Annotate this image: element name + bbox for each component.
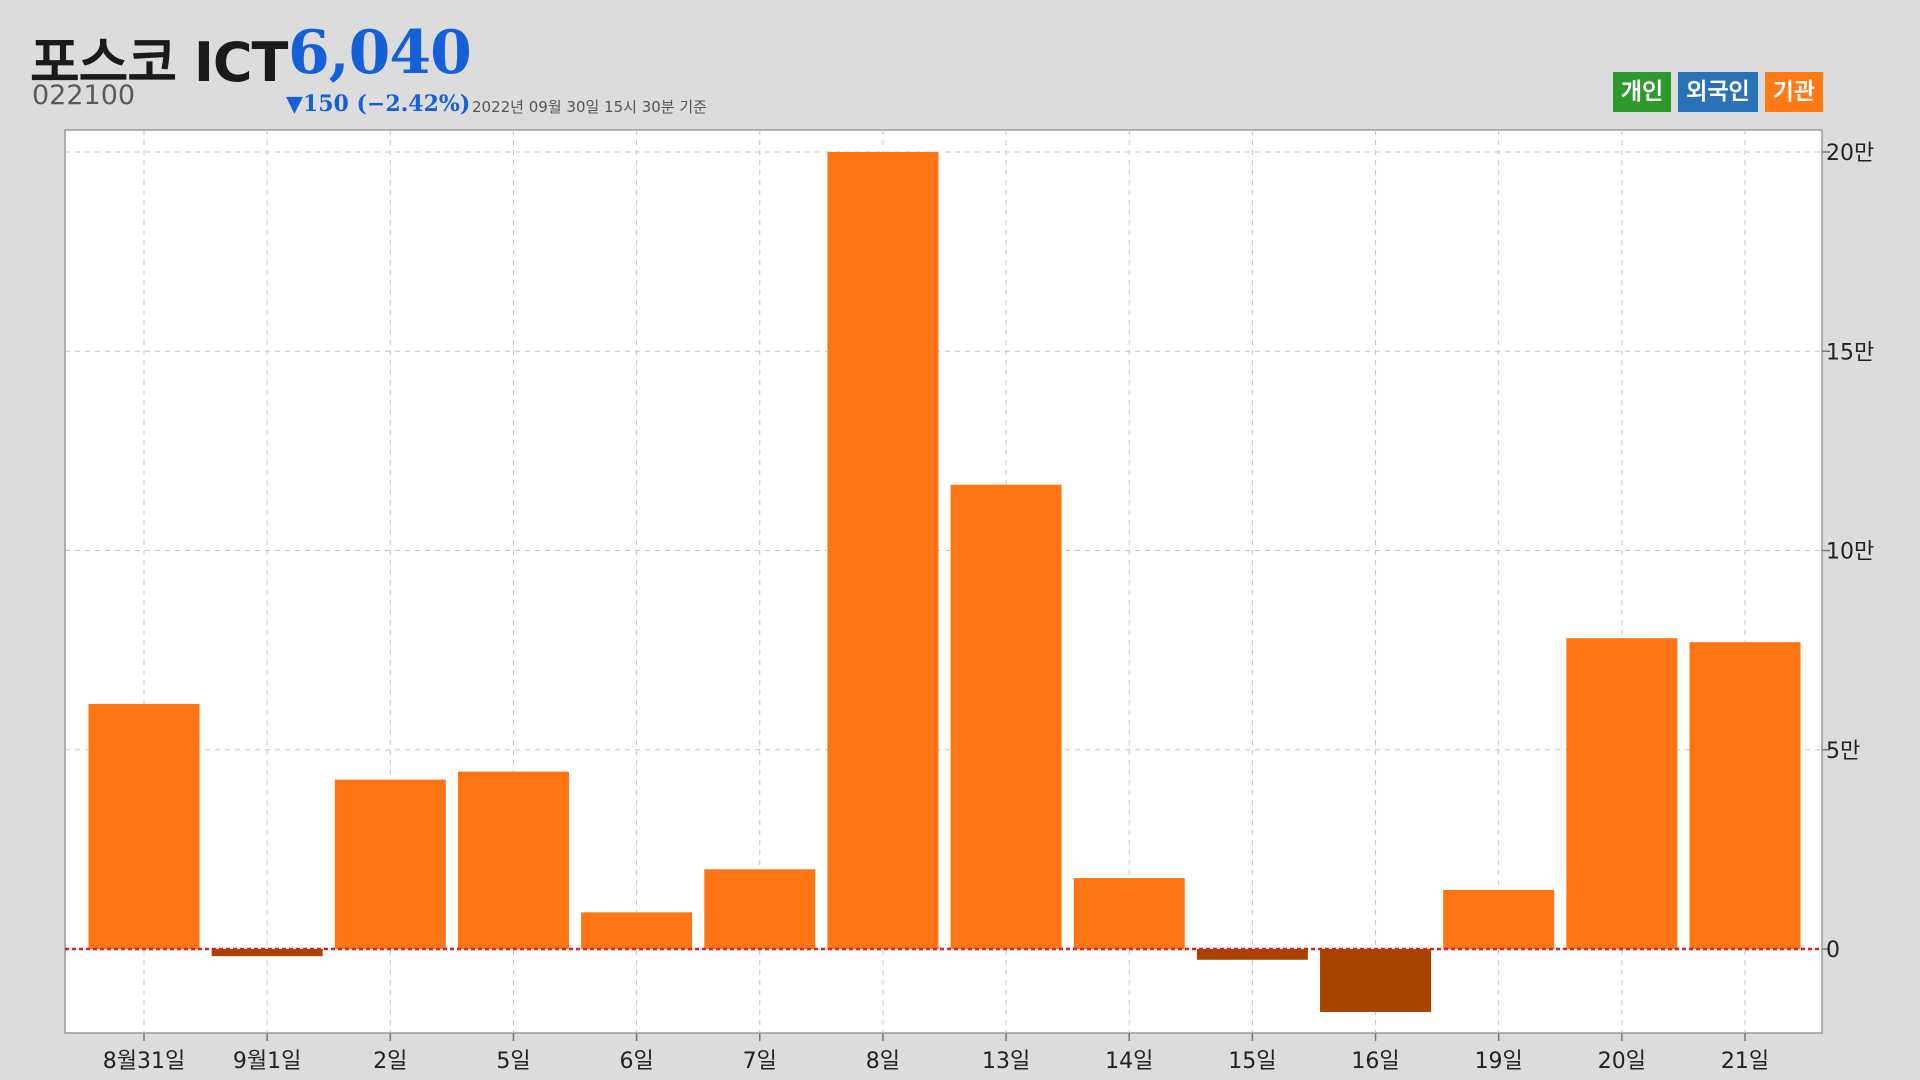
bar — [1320, 949, 1432, 1012]
stock-title: 포스코 ICT — [30, 31, 288, 94]
y-tick-label: 20만 — [1826, 141, 1874, 166]
bar — [457, 771, 569, 949]
bar — [1443, 890, 1555, 949]
legend-personal[interactable]: 개인 — [1612, 72, 1672, 112]
price-change: ▼150 (−2.42%) — [286, 91, 471, 117]
x-tick-label: 13일 — [982, 1049, 1030, 1074]
stock-code: 022100 — [32, 80, 136, 111]
legend: 개인 외국인 기관 — [1612, 72, 1823, 112]
bar — [950, 484, 1062, 949]
x-tick-label: 19일 — [1475, 1049, 1523, 1074]
legend-foreign[interactable]: 외국인 — [1678, 72, 1758, 112]
x-tick-label: 14일 — [1105, 1049, 1153, 1074]
bar — [1566, 638, 1678, 949]
x-tick-label: 15일 — [1228, 1049, 1276, 1074]
current-price: 6,040 — [288, 18, 472, 88]
y-tick-label: 15만 — [1826, 340, 1874, 365]
bar — [1073, 878, 1185, 949]
bar — [88, 703, 200, 949]
bar — [704, 869, 816, 949]
x-tick-label: 8일 — [866, 1049, 900, 1074]
bar — [1689, 642, 1801, 949]
x-tick-label: 5일 — [496, 1049, 530, 1074]
bar — [1196, 949, 1308, 960]
bar — [581, 912, 693, 949]
x-tick-label: 6일 — [619, 1049, 653, 1074]
plot-area — [64, 129, 1823, 1034]
legend-institution[interactable]: 기관 — [1764, 72, 1823, 112]
x-tick-label: 2일 — [373, 1049, 407, 1074]
bar — [827, 152, 939, 949]
y-tick-label: 0 — [1826, 938, 1840, 963]
x-tick-label: 16일 — [1351, 1049, 1399, 1074]
y-tick-label: 5만 — [1826, 739, 1860, 764]
x-tick-label: 20일 — [1598, 1049, 1646, 1074]
bar — [211, 949, 323, 957]
x-tick-label: 8월31일 — [103, 1049, 185, 1074]
bar — [334, 779, 446, 949]
x-tick-label: 7일 — [743, 1049, 777, 1074]
y-tick-label: 10만 — [1826, 540, 1874, 565]
x-tick-label: 9월1일 — [233, 1049, 301, 1074]
x-tick-label: 21일 — [1721, 1049, 1769, 1074]
as-of-timestamp: 2022년 09월 30일 15시 30분 기준 — [472, 98, 707, 116]
